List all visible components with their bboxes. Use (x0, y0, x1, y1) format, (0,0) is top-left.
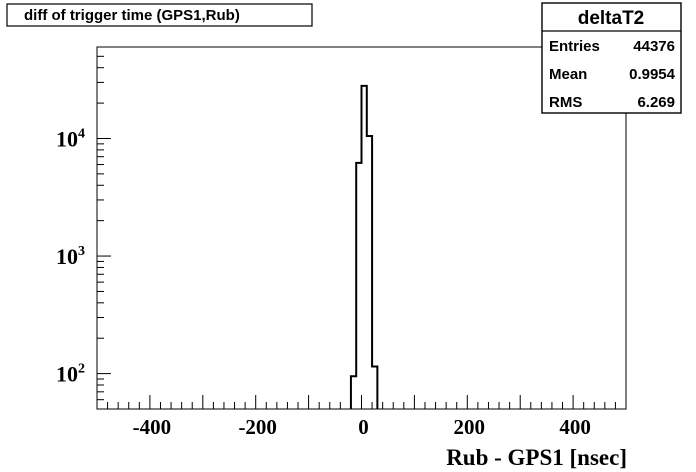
stats-mean-label: Mean (549, 66, 587, 83)
histogram-bins (351, 86, 377, 409)
y-tick-label: 102 (56, 362, 85, 387)
y-axis-tick-labels: 102 103 104 (56, 126, 85, 386)
x-tick-label: 400 (559, 415, 591, 439)
stats-box: deltaT2 Entries 44376 Mean 0.9954 RMS 6.… (541, 2, 682, 114)
stats-rms-value: 6.269 (637, 94, 675, 111)
x-axis-tick-labels: -400 -200 0 200 400 (133, 415, 591, 439)
stats-mean-value: 0.9954 (629, 66, 676, 83)
y-tick-label: 103 (56, 244, 85, 269)
stats-name: deltaT2 (578, 8, 645, 29)
x-axis-ticks (96, 395, 627, 409)
stats-rms-label: RMS (549, 94, 582, 111)
chart-title: diff of trigger time (GPS1,Rub) (24, 7, 240, 24)
stats-entries-value: 44376 (633, 38, 675, 55)
x-tick-label: 0 (358, 415, 369, 439)
x-tick-label: -200 (238, 415, 277, 439)
x-tick-label: 200 (454, 415, 486, 439)
x-axis-label: Rub - GPS1 [nsec] (446, 445, 627, 470)
y-axis-ticks (97, 46, 111, 410)
stats-entries-label: Entries (549, 38, 600, 55)
y-tick-label: 104 (56, 126, 85, 151)
title-box: diff of trigger time (GPS1,Rub) (6, 3, 313, 27)
x-tick-label: -400 (133, 415, 172, 439)
histogram-line (349, 84, 379, 409)
